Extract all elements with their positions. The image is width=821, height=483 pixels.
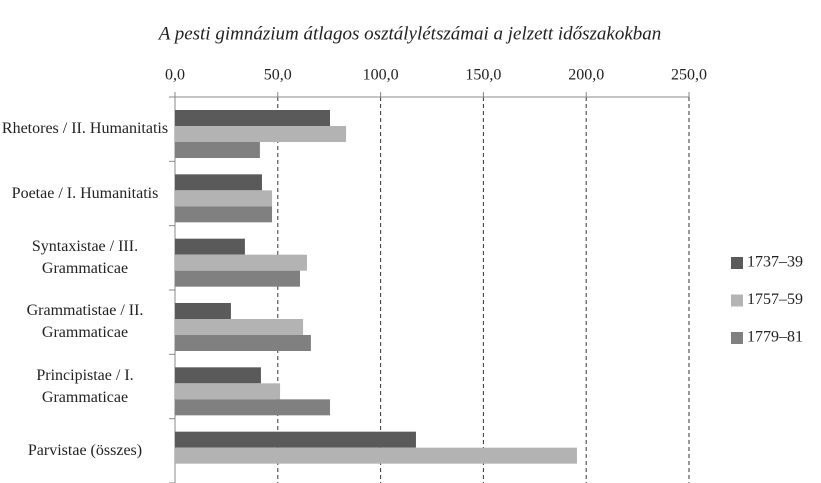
y-tick-label: Poetae / I. Humanitatis xyxy=(11,184,159,202)
y-tick-label: Rhetores / II. Humanitatis xyxy=(1,120,169,138)
x-tick-label: 150,0 xyxy=(465,67,501,84)
legend-label: 1779–81 xyxy=(747,329,803,346)
bar xyxy=(175,335,311,351)
x-tick-label: 200,0 xyxy=(568,67,604,84)
y-tick-label: Grammatistae / II. Grammaticae xyxy=(26,302,144,342)
bar xyxy=(175,142,260,158)
legend-swatch xyxy=(731,257,743,269)
bar xyxy=(175,126,347,142)
bar xyxy=(175,254,307,271)
bar xyxy=(175,431,416,448)
legend-swatch xyxy=(731,332,743,344)
bar xyxy=(175,206,273,223)
bar xyxy=(175,174,262,191)
y-tick-label: Principistae / I. Grammaticae xyxy=(36,366,134,406)
bar xyxy=(175,270,301,287)
legend-label: 1757–59 xyxy=(747,291,803,308)
legend-label: 1737–39 xyxy=(747,254,803,271)
chart-title: A pesti gimnázium átlagos osztálylétszám… xyxy=(157,23,662,44)
bar xyxy=(175,447,577,464)
x-tick-label: 100,0 xyxy=(363,67,399,84)
y-tick-label: Syntaxistae / III. Grammaticae xyxy=(31,237,139,277)
bar xyxy=(175,238,245,255)
x-tick-label: 0,0 xyxy=(165,67,185,84)
bar xyxy=(175,190,273,207)
y-tick-label: Parvistae (összes) xyxy=(27,441,143,459)
bar xyxy=(175,367,261,384)
bar xyxy=(175,303,231,319)
bar xyxy=(175,319,304,335)
x-tick-label: 50,0 xyxy=(264,67,292,84)
legend-swatch xyxy=(731,294,743,307)
bar xyxy=(175,383,281,400)
x-tick-label: 250,0 xyxy=(671,67,707,84)
bar xyxy=(175,110,331,126)
bar xyxy=(175,399,331,416)
